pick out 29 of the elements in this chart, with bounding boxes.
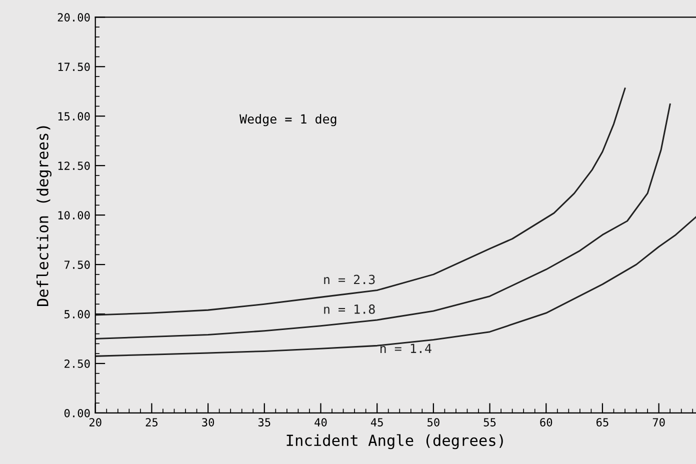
x-tick-label: 70	[652, 418, 665, 426]
y-tick-label: 0.00	[64, 408, 90, 418]
annotation: Wedge = 1 deg	[240, 114, 336, 126]
x-tick-label: 30	[202, 418, 214, 426]
x-tick-label: 40	[314, 418, 327, 426]
x-tick-label: 20	[89, 418, 102, 426]
line-series	[95, 103, 671, 340]
y-axis-title: Deflection (degrees)	[36, 126, 52, 306]
y-tick-label: 2.50	[64, 359, 90, 368]
x-tick-label: 65	[596, 418, 608, 426]
x-tick-label: 50	[428, 418, 440, 426]
x-tick-label: 25	[146, 418, 158, 426]
line-series	[95, 88, 626, 316]
x-tick-label: 35	[258, 418, 270, 426]
x-tick-label: 60	[540, 418, 552, 426]
y-tick-label: 17.50	[58, 62, 90, 72]
series-label: n = 2.3	[324, 274, 375, 284]
line-series	[95, 216, 696, 357]
y-tick-label: 7.50	[64, 260, 90, 269]
y-tick-label: 15.00	[58, 112, 90, 121]
series-label: n = 1.8	[324, 304, 375, 314]
series-label: n = 1.4	[380, 344, 432, 353]
y-tick-label: 10.00	[58, 211, 90, 220]
y-tick-label: 12.50	[58, 162, 90, 170]
x-tick-label: 55	[484, 418, 496, 426]
y-tick-label: 5.00	[64, 310, 90, 318]
y-tick-label: 20.00	[58, 13, 90, 22]
x-tick-label: 45	[370, 418, 383, 426]
x-axis-title: Incident Angle (degrees)	[286, 434, 503, 450]
